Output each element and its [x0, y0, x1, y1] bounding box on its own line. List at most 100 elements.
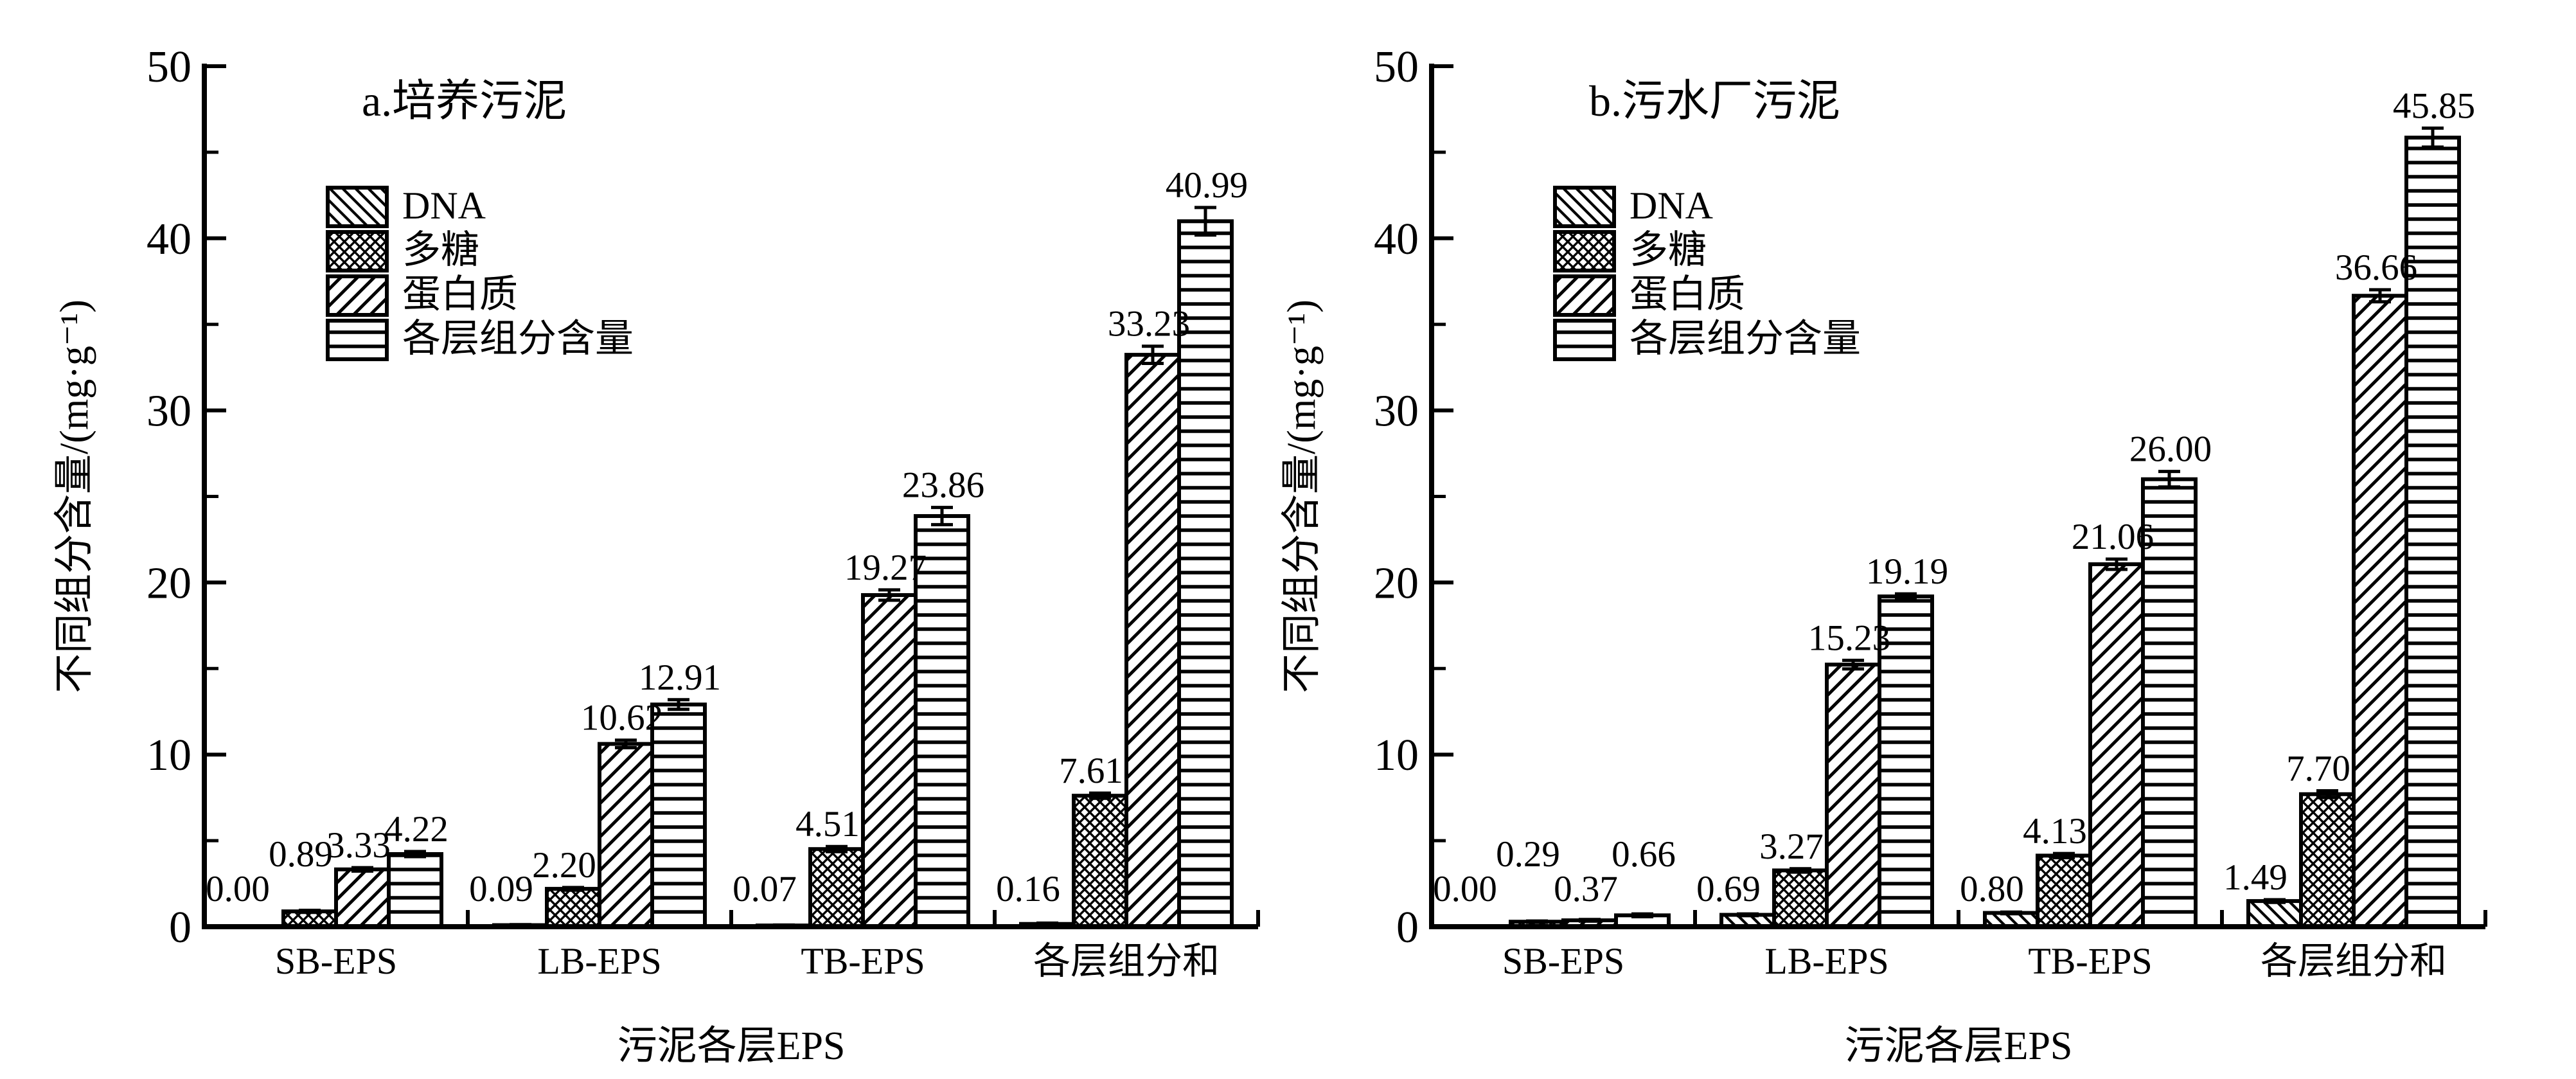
error-bar: [1790, 867, 1811, 874]
bar-value-label: 1.49: [2223, 857, 2287, 898]
y-tick-label: 30: [1374, 387, 1419, 436]
error-bar: [1089, 791, 1111, 800]
bar: [1177, 219, 1234, 929]
y-tick-label: 40: [1374, 215, 1419, 264]
bar-value-label: 23.86: [902, 465, 984, 506]
error-bar: [931, 506, 953, 526]
legend-label: 多糖: [1630, 229, 1707, 271]
category-label: SB-EPS: [275, 940, 397, 982]
y-tick-label: 40: [147, 215, 191, 264]
legend-label: DNA: [1630, 184, 1713, 227]
bar: [2299, 792, 2356, 929]
bar: [2141, 477, 2198, 929]
error-bar: [615, 738, 637, 749]
bar-value-label: 26.00: [2129, 429, 2212, 470]
error-bar: [1142, 344, 1164, 365]
bar: [1772, 868, 1829, 929]
bar: [1124, 353, 1181, 929]
error-bar: [2000, 910, 2022, 916]
chart-panel-a: 0.000.893.334.22 SB-EPS 0.092.20 10.6212.91…: [53, 42, 1260, 1068]
legend-swatch-crosshatch: [1553, 230, 1616, 272]
bar: [1878, 594, 1934, 929]
legend-swatch-horizontal: [326, 319, 389, 361]
y-tick-label: 10: [1374, 731, 1419, 780]
bar-value-label: 21.06: [2072, 517, 2154, 557]
legend-swatch-horizontal: [1553, 319, 1616, 361]
bar-value-label: 36.66: [2335, 247, 2417, 288]
y-tick-label: 20: [147, 558, 191, 608]
panel-title: b.污水厂污泥: [1589, 76, 1840, 125]
bar-value-label: 4.51: [795, 804, 860, 844]
bar-value-label: 7.70: [2286, 748, 2350, 789]
bar-value-label: 33.23: [1108, 304, 1190, 344]
legend-swatch-diagonal-forward: [1553, 274, 1616, 317]
legend-swatch-crosshatch: [326, 230, 389, 272]
y-axis-label: 不同组分含量/(mg·g⁻¹): [53, 299, 96, 693]
bar-value-label: 4.22: [384, 809, 449, 850]
bar-value-label: 3.27: [1759, 826, 1824, 867]
category-label: TB-EPS: [801, 940, 925, 982]
bar-value-label: 19.27: [844, 548, 927, 588]
bar-value-label: 0.89: [269, 834, 333, 875]
bar-value-label: 0.66: [1612, 834, 1676, 875]
chart-panel-b: 0.000.290.370.66 SB-EPS 0.693.27 15.23 19.19…: [1280, 42, 2487, 1068]
bar: [2404, 136, 2461, 929]
y-tick-label: 50: [1374, 42, 1419, 92]
error-bar: [1842, 658, 1864, 671]
bar-value-label: 0.69: [1696, 869, 1761, 909]
bar-value-label: 45.85: [2393, 85, 2475, 126]
bar-value-label: 4.13: [2023, 811, 2087, 852]
bar-value-label: 19.19: [1866, 551, 1948, 592]
y-tick-label: 50: [147, 42, 191, 92]
error-bar: [1631, 912, 1653, 918]
error-bar: [1895, 592, 1917, 601]
legend-swatch-diagonal-back: [326, 186, 389, 228]
panel-title: a.培养污泥: [362, 76, 567, 125]
legend-swatch-diagonal-back: [1553, 186, 1616, 228]
bar: [2246, 899, 2303, 929]
bar: [334, 867, 391, 929]
category-label: SB-EPS: [1502, 940, 1624, 982]
bar-value-label: 0.00: [1433, 869, 1497, 909]
error-bar: [1579, 918, 1601, 923]
category-label: 各层组分和: [1033, 940, 1220, 982]
bar-value-label: 0.00: [206, 869, 270, 909]
error-bar: [2422, 126, 2444, 149]
bar: [808, 847, 865, 929]
bar: [2036, 853, 2092, 929]
bar: [2088, 562, 2145, 929]
legend-label: DNA: [402, 184, 486, 227]
bar-value-label: 0.07: [733, 869, 797, 909]
error-bar: [2106, 557, 2127, 571]
bar: [2352, 294, 2408, 929]
legend-swatch-diagonal-forward: [326, 274, 389, 317]
bar: [598, 742, 654, 929]
x-axis-label: 污泥各层EPS: [1845, 1024, 2073, 1068]
category-label: 各层组分和: [2261, 940, 2447, 982]
bar: [545, 887, 601, 929]
bar-value-label: 15.23: [1808, 618, 1890, 658]
bar-value-label: 0.80: [1960, 869, 2024, 909]
error-bar: [826, 844, 848, 853]
bar: [861, 593, 918, 929]
error-bar: [878, 588, 900, 602]
error-bar: [1195, 206, 1216, 237]
bar-value-label: 3.33: [326, 825, 391, 866]
bar-value-label: 0.29: [1496, 834, 1560, 875]
bar-value-label: 10.62: [581, 698, 663, 738]
error-bar: [562, 886, 584, 892]
legend-label: 蛋白质: [402, 273, 518, 316]
y-tick-label: 20: [1374, 558, 1419, 608]
error-bar: [1737, 912, 1759, 918]
bar-value-label: 0.16: [996, 869, 1060, 909]
error-bar: [2053, 852, 2075, 860]
error-bar: [2264, 898, 2286, 904]
legend-label: 各层组分含量: [1630, 317, 1861, 360]
y-tick-label: 30: [147, 387, 191, 436]
error-bar: [668, 698, 689, 711]
x-axis-label: 污泥各层EPS: [617, 1024, 846, 1068]
error-bar: [351, 866, 373, 873]
error-bar: [2369, 288, 2391, 304]
